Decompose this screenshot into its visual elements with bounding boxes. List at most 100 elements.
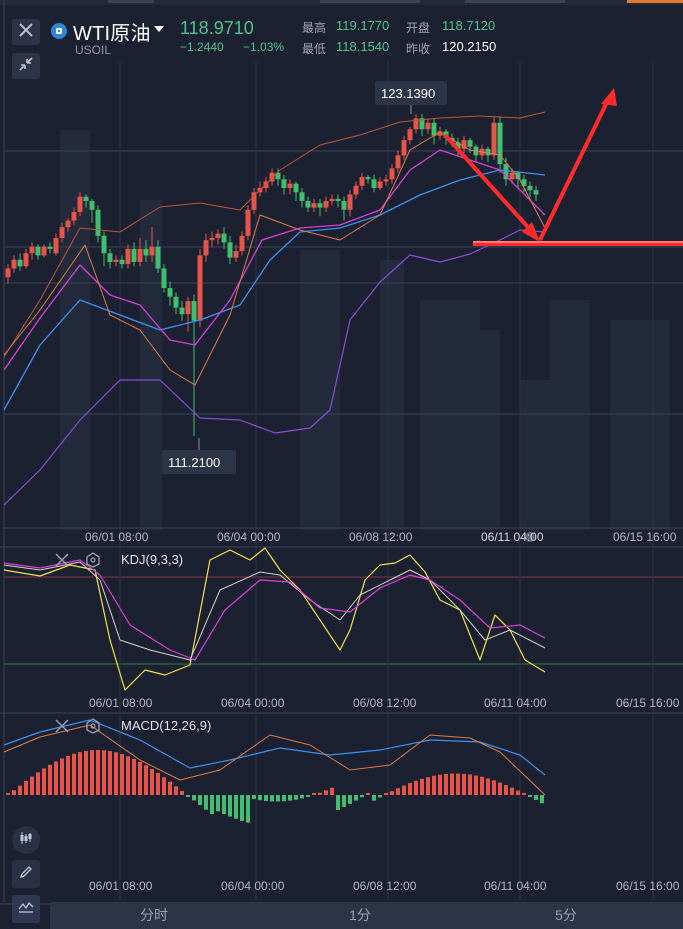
macd-bar	[258, 795, 262, 801]
macd-bar	[384, 793, 388, 795]
candle-body	[503, 164, 509, 180]
annotation-arrowhead	[522, 222, 540, 242]
candle-body	[215, 233, 221, 239]
close-button[interactable]	[12, 19, 40, 45]
candle-body	[329, 198, 335, 202]
bg-building	[520, 380, 580, 530]
high-label: 最高	[302, 21, 327, 35]
candle-body	[35, 246, 41, 256]
candle-body	[179, 307, 185, 315]
tab-1min[interactable]: 1分	[349, 907, 371, 923]
macd-bar	[150, 769, 154, 795]
candle-body	[161, 268, 167, 289]
macd-bar	[306, 795, 310, 797]
candle-body	[5, 268, 11, 278]
macd-bar	[486, 778, 490, 795]
candle-body	[359, 177, 365, 186]
candle-body	[239, 235, 245, 252]
collapse-button[interactable]	[12, 53, 40, 79]
candle-body	[89, 201, 95, 210]
candle-body	[299, 192, 305, 202]
macd-bar	[354, 795, 358, 801]
macd-bar	[24, 781, 28, 795]
candle-body	[95, 209, 101, 236]
tab-timeshare[interactable]: 分时	[140, 907, 168, 923]
candle-body	[509, 172, 515, 180]
draw-button[interactable]	[12, 860, 40, 888]
symbol-name[interactable]: WTI原油	[73, 23, 151, 45]
kdj-x-tick: 06/15 16:00	[616, 696, 680, 710]
chevron-down-icon[interactable]	[154, 26, 164, 32]
macd-bar	[318, 792, 322, 795]
bg-building	[60, 130, 90, 530]
crosshair-dot	[525, 532, 535, 542]
kdj-x-tick: 06/01 08:00	[89, 696, 153, 710]
close-icon[interactable]	[55, 553, 69, 567]
candle-body	[125, 248, 131, 265]
macd-bar	[402, 785, 406, 795]
ma-pink-line	[3, 149, 546, 371]
macd-bar	[144, 765, 148, 795]
candle-body	[143, 248, 149, 256]
macd-bar	[84, 750, 88, 795]
bg-building	[610, 320, 670, 530]
macd-bar	[330, 787, 334, 795]
macd-bar	[60, 758, 64, 795]
macd-bar	[444, 773, 448, 795]
macd-x-tick: 06/01 08:00	[89, 879, 153, 893]
candles-button[interactable]	[12, 826, 40, 854]
candle-body	[365, 177, 371, 180]
candle-body	[485, 148, 491, 156]
candle-body	[305, 201, 311, 208]
prev-close-value: 120.2150	[442, 39, 497, 54]
candle-body	[131, 248, 137, 262]
candle-body	[71, 211, 77, 221]
macd-bar	[408, 783, 412, 795]
candle-body	[209, 238, 215, 241]
settings-icon[interactable]	[86, 552, 100, 568]
macd-bar	[420, 778, 424, 795]
candle-body	[203, 240, 209, 256]
macd-bar	[276, 795, 280, 802]
macd-bar	[174, 786, 178, 795]
close-icon[interactable]	[55, 719, 69, 733]
macd-bar	[246, 795, 250, 823]
candle-body	[83, 196, 89, 202]
candle-body	[293, 183, 299, 193]
macd-bar	[540, 795, 544, 804]
candle-body	[383, 179, 389, 182]
candle-body	[281, 179, 287, 188]
high-value: 119.1770	[336, 18, 390, 33]
macd-bar	[522, 793, 526, 795]
macd-bar	[192, 795, 196, 801]
macd-bar	[18, 785, 22, 795]
candle-body	[251, 192, 257, 210]
macd-bar	[114, 752, 118, 795]
macd-bar	[168, 781, 172, 795]
candle-body	[323, 201, 329, 208]
settings-icon[interactable]	[86, 718, 100, 734]
macd-bar	[390, 791, 394, 795]
indicator-button[interactable]	[12, 895, 40, 923]
macd-bar	[372, 795, 376, 801]
bb-lower-line	[3, 229, 546, 506]
open-label: 开盘	[406, 21, 431, 35]
kdj-d-line	[3, 561, 546, 661]
macd-bar	[336, 795, 340, 810]
candle-body	[17, 259, 23, 267]
macd-bar	[36, 772, 40, 795]
macd-bar	[348, 795, 352, 804]
tab-5min[interactable]: 5分	[555, 907, 577, 923]
low-value: 118.1540	[336, 39, 390, 54]
macd-bar	[426, 777, 430, 795]
candle-body	[59, 227, 65, 239]
pencil-icon	[19, 865, 33, 884]
min-marker-box	[162, 450, 236, 474]
indicator-icon	[18, 900, 34, 919]
candle-body	[287, 183, 293, 188]
macd-bar	[210, 795, 214, 815]
macd-bar	[120, 754, 124, 795]
candle-body	[11, 259, 17, 269]
max-price-marker: 123.1390	[381, 86, 436, 101]
